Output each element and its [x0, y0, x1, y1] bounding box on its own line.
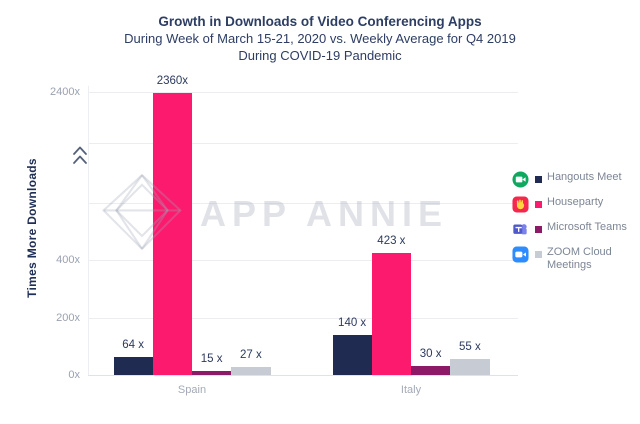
legend-swatch-houseparty [535, 201, 542, 208]
bar-hangouts-meet-italy [332, 334, 372, 375]
value-label-zoom-cloud-meetings-italy: 55 x [459, 341, 481, 354]
chart-subtitle-line-1: During Week of March 15-21, 2020 vs. Wee… [124, 31, 516, 46]
bar-houseparty-italy [371, 253, 411, 375]
houseparty-icon [512, 196, 530, 214]
gridline [88, 317, 518, 319]
hangouts-meet-icon [512, 171, 530, 189]
bar-microsoft-teams-spain [192, 370, 232, 375]
value-label-zoom-cloud-meetings-spain: 27 x [240, 349, 262, 362]
gridline [88, 260, 518, 261]
x-category-italy: Italy [400, 384, 422, 396]
value-label-microsoft-teams-spain: 15 x [200, 352, 223, 365]
watermark-text: APP ANNIE [200, 193, 449, 234]
bar-zoom-cloud-meetings-italy [450, 359, 490, 375]
x-axis-line [88, 375, 518, 376]
bar-zoom-cloud-meetings-spain [231, 367, 271, 375]
bar-hangouts-meet-spain [113, 356, 153, 375]
value-label-houseparty-italy: 423 x [377, 235, 406, 248]
legend-item-hangouts-meet: Hangouts Meet [512, 171, 638, 189]
gridline [88, 202, 518, 204]
value-label-houseparty-spain: 2360x [156, 75, 189, 88]
legend-swatch-zoom-cloud-meetings [535, 251, 542, 258]
y-tick-400x: 400x [56, 254, 80, 266]
gridline [88, 143, 518, 144]
legend-label-microsoft-teams: Microsoft Teams [547, 221, 627, 233]
value-label-hangouts-meet-spain: 64 x [122, 338, 144, 351]
legend-label-houseparty: Houseparty [547, 196, 604, 208]
legend-label-zoom-cloud-meetings: ZOOM Cloud Meetings [547, 246, 612, 271]
zoom-cloud-meetings-icon [512, 246, 530, 264]
y-tick-2400x: 2400x [50, 86, 80, 98]
gridline [88, 92, 518, 93]
legend-item-zoom-cloud-meetings: ZOOM Cloud Meetings [512, 246, 638, 272]
x-category-spain: Spain [177, 384, 207, 396]
y-axis-line [88, 86, 89, 375]
legend-label-hangouts-meet: Hangouts Meet [547, 171, 622, 183]
legend-swatch-hangouts-meet [535, 176, 542, 183]
legend-swatch-microsoft-teams [535, 226, 542, 233]
legend-item-microsoft-teams: Microsoft Teams [512, 221, 638, 239]
bar-microsoft-teams-italy [411, 366, 451, 375]
axis-break-icon [73, 146, 87, 164]
microsoft-teams-icon [512, 221, 530, 239]
y-tick-200x: 200x [56, 311, 80, 324]
legend: Hangouts Meet Houseparty Microsoft Teams ZO… [512, 171, 638, 279]
chart-subtitle-line-2: During COVID-19 Pandemic [238, 48, 402, 63]
legend-item-houseparty: Houseparty [512, 196, 638, 214]
value-label-microsoft-teams-italy: 30 x [419, 348, 442, 361]
value-label-hangouts-meet-italy: 140 x [338, 316, 367, 329]
bar-houseparty-spain [152, 93, 192, 375]
chart-header: Growth in Downloads of Video Conferencin… [0, 13, 640, 64]
chart-title: Growth in Downloads of Video Conferencin… [158, 14, 482, 29]
y-tick-0x: 0x [68, 369, 80, 381]
